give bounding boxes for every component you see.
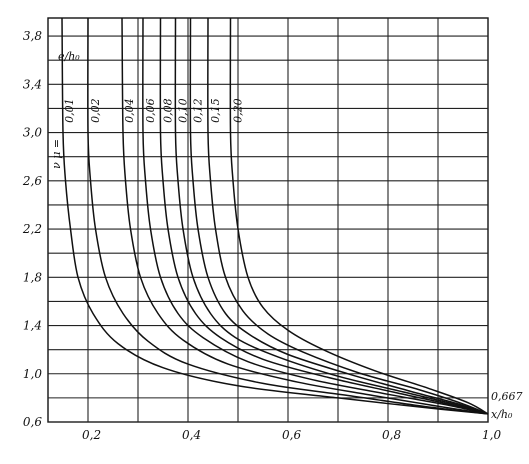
curves bbox=[61, 17, 489, 415]
x-tick-label: 0,2 bbox=[82, 428, 101, 442]
series-curve bbox=[61, 17, 489, 415]
x-tick-label: 0,4 bbox=[182, 428, 201, 442]
grid bbox=[47, 17, 489, 423]
series-labels: 0,01 0,02 0,04 0,06 0,08 0,10 0,12 0,15 0,20 bbox=[63, 98, 245, 123]
y-tick-label: 3,8 bbox=[23, 29, 42, 43]
y-tick-label: 3,0 bbox=[23, 126, 42, 140]
y-tick-label: 0,6 bbox=[23, 415, 42, 429]
x-axis-label: x/h₀ bbox=[491, 408, 513, 421]
series-label: 0,20 bbox=[232, 98, 245, 123]
end-point-label: 0,667 bbox=[491, 390, 523, 403]
series-curve bbox=[87, 17, 489, 415]
y-tick-label: 2,2 bbox=[22, 222, 42, 236]
series-curve bbox=[159, 17, 489, 415]
y-tick-label: 2,6 bbox=[22, 174, 42, 188]
series-label: 0,02 bbox=[89, 98, 102, 123]
series-label: 0,08 bbox=[162, 98, 175, 123]
y-tick-label: 1,4 bbox=[23, 319, 42, 333]
series-curve bbox=[189, 17, 489, 415]
series-label: 0,10 bbox=[177, 98, 190, 123]
y-tick-label: 1,8 bbox=[23, 270, 42, 284]
series-label: 0,01 bbox=[63, 98, 76, 123]
series-prefix-label: ν μ = bbox=[50, 139, 63, 169]
y-axis-label: e/h₀ bbox=[58, 50, 80, 63]
series-label: 0,12 bbox=[192, 98, 205, 123]
series-label: 0,06 bbox=[144, 98, 157, 123]
series-curve bbox=[174, 17, 489, 415]
x-tick-label: 1,0 bbox=[482, 428, 501, 442]
series-curve bbox=[142, 17, 489, 415]
series-curve bbox=[229, 17, 489, 415]
y-tick-label: 3,4 bbox=[23, 77, 42, 91]
series-curve bbox=[207, 17, 489, 415]
series-label: 0,04 bbox=[123, 98, 136, 123]
series-label: 0,15 bbox=[209, 98, 222, 123]
tick-labels: 0,2 0,4 0,6 0,8 1,0 0,6 1,0 1,4 1,8 2,2 2,6 3,0 3,4 3… bbox=[22, 29, 502, 442]
x-tick-label: 0,6 bbox=[282, 428, 301, 442]
x-tick-label: 0,8 bbox=[382, 428, 401, 442]
y-tick-label: 1,0 bbox=[23, 367, 42, 381]
series-curve bbox=[121, 17, 489, 415]
